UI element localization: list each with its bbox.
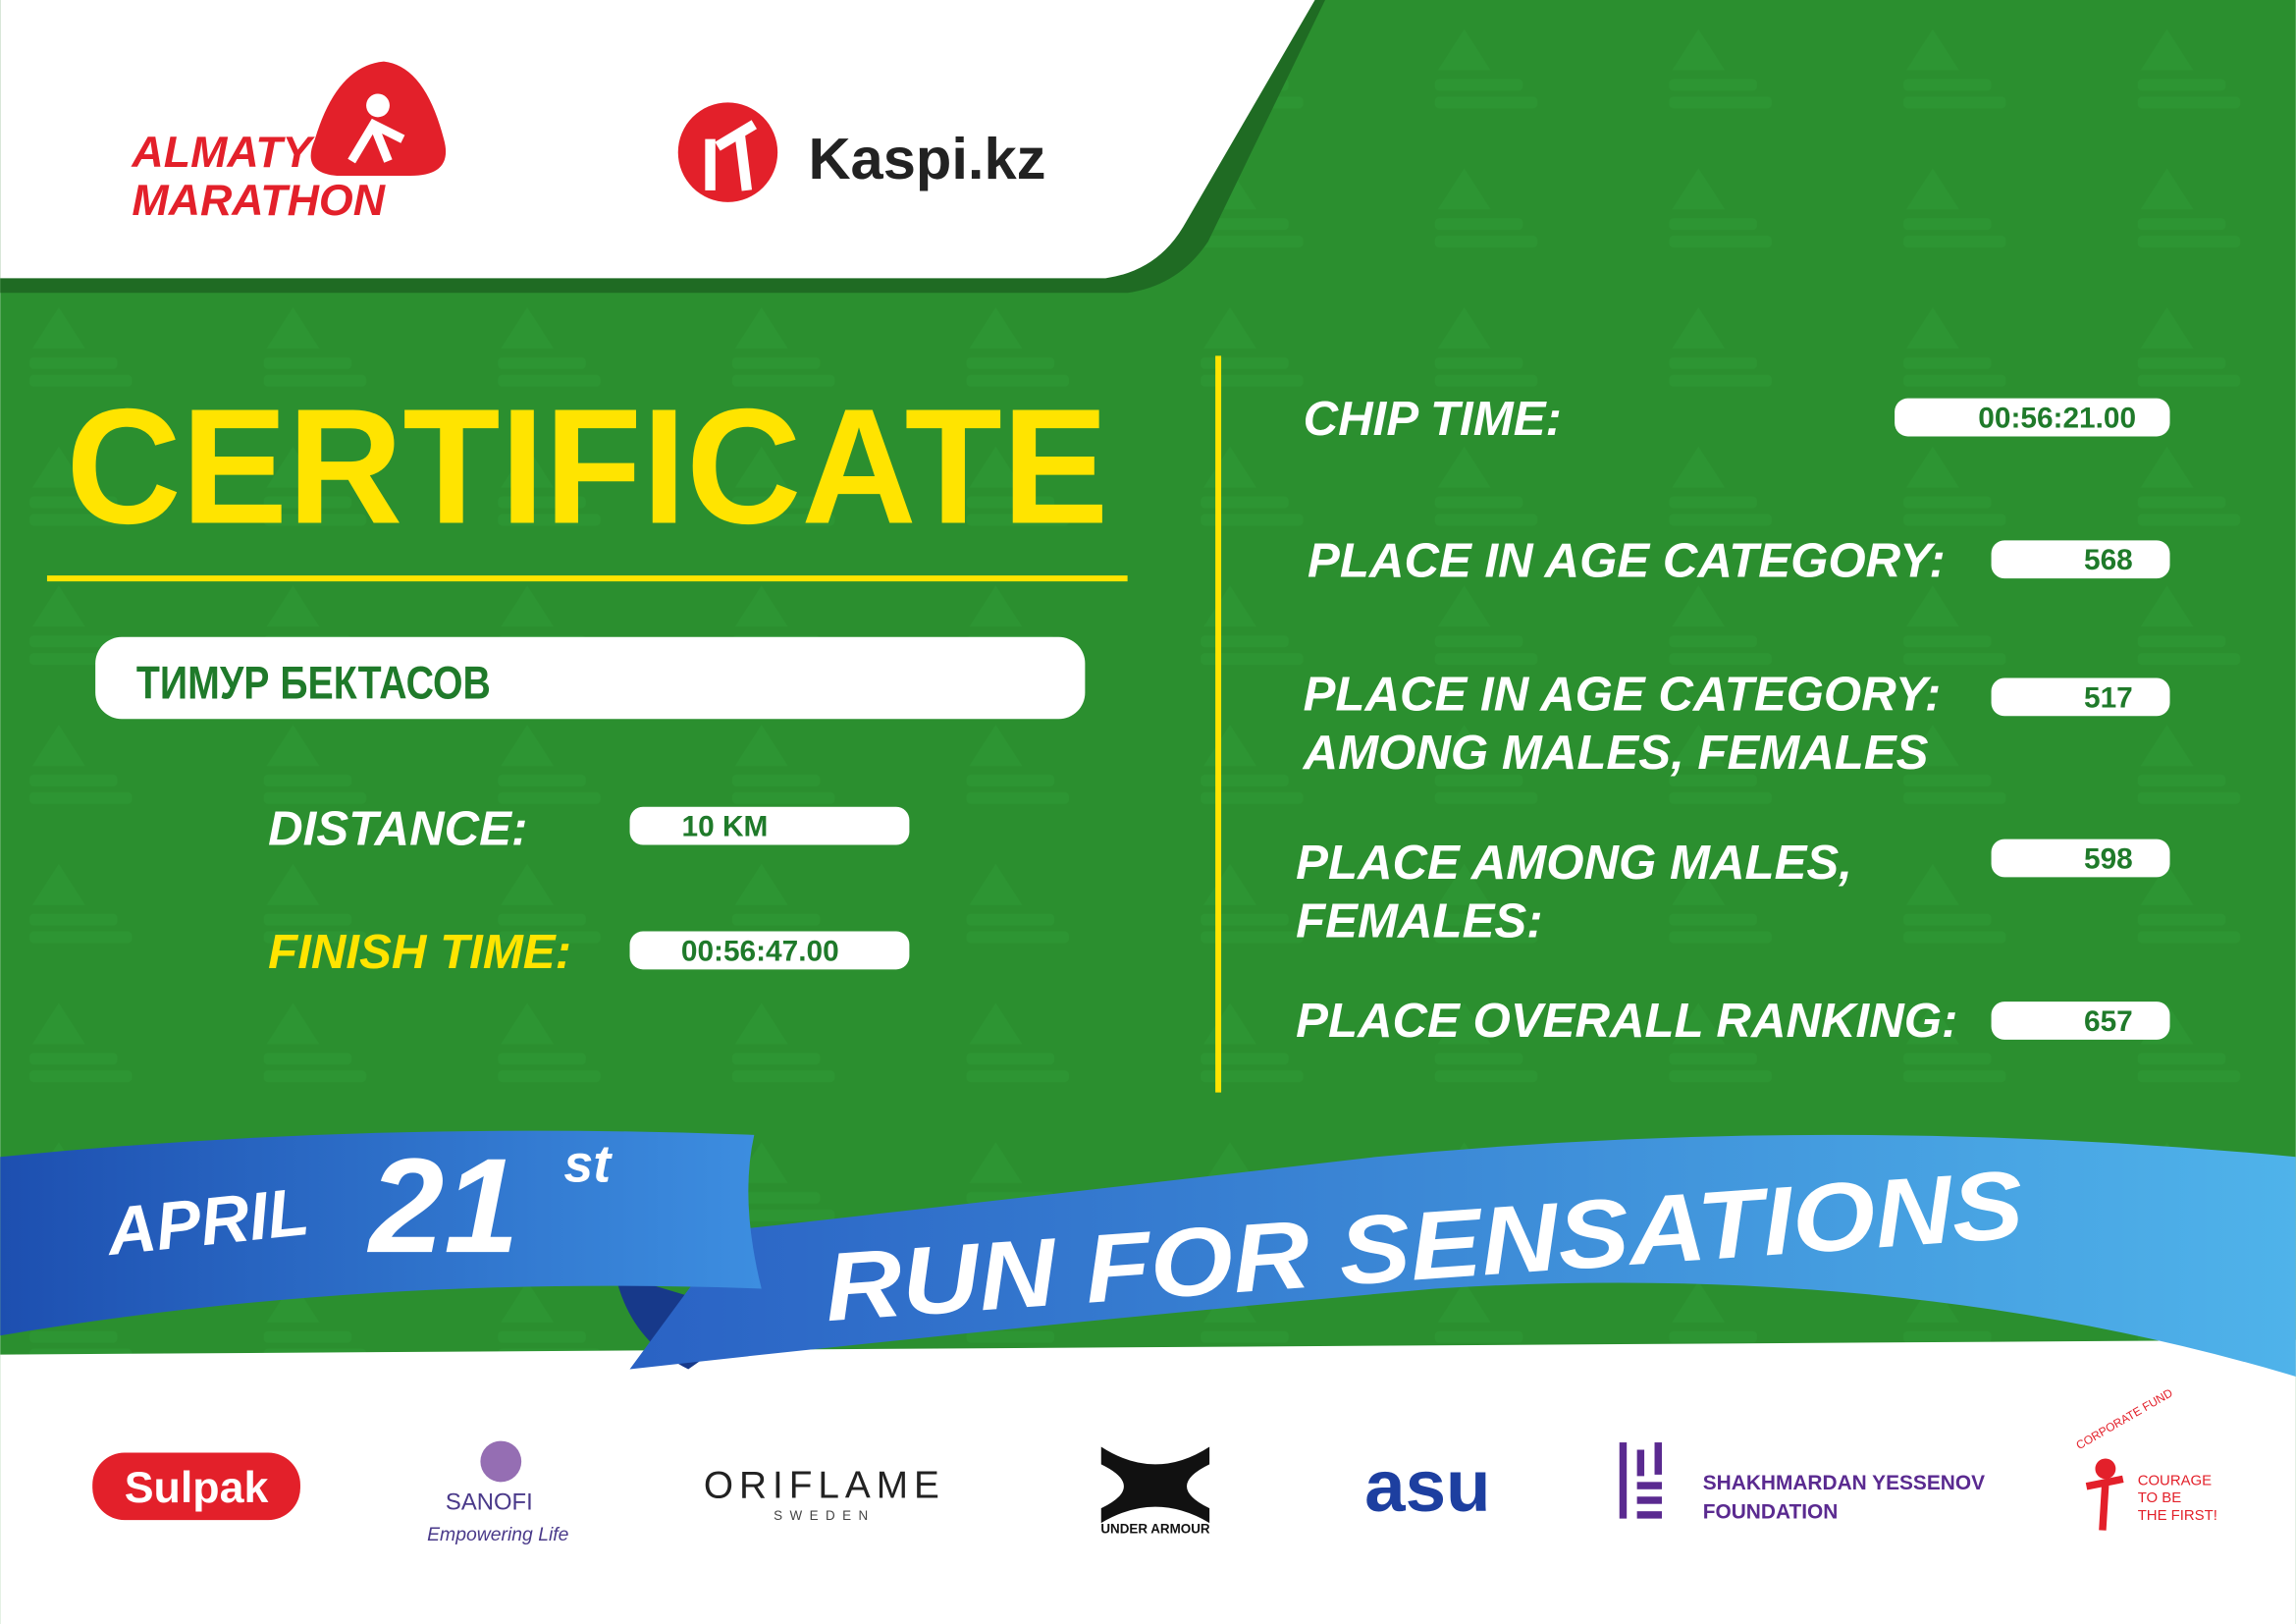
sponsor-name: THE FIRST! — [2138, 1508, 2217, 1524]
logo-runner — [366, 93, 390, 118]
participant-name: ТИМУР БЕКТАСОВ — [136, 657, 491, 709]
sponsor-name: TO BE — [2138, 1490, 2182, 1506]
field-value: 00:56:47.00 — [681, 935, 839, 967]
result-label: PLACE IN AGE CATEGORY: — [1308, 534, 1946, 588]
result-box — [1895, 398, 2170, 437]
ribbon — [0, 1130, 762, 1336]
result-value: 657 — [2084, 1005, 2133, 1038]
result-label: CHIP TIME: — [1304, 392, 1562, 446]
certificate-title: CERTIFICATE — [66, 375, 1108, 558]
sponsor-name: SHAKHMARDAN YESSENOV — [1703, 1472, 1985, 1494]
result-label: PLACE IN AGE CATEGORY: — [1304, 667, 1942, 721]
logo-text: ALMATY — [131, 128, 315, 177]
header-panel — [0, 0, 1315, 279]
sponsor-name: COURAGE — [2138, 1473, 2212, 1489]
sponsor-tagline: Empowering Life — [427, 1524, 569, 1545]
result-label: FEMALES: — [1296, 894, 1542, 948]
result-box — [1991, 1001, 2170, 1040]
banner-day: 21 — [366, 1131, 519, 1281]
sanofi-mark — [480, 1440, 522, 1483]
result-label: PLACE AMONG MALES, — [1296, 836, 1852, 890]
field-value: 10 KM — [682, 811, 769, 843]
banner-suffix: st — [563, 1135, 613, 1194]
kaspi-logo — [677, 102, 778, 202]
courage-mark — [2085, 1475, 2124, 1531]
logo-runner — [347, 118, 405, 164]
result-box — [1991, 540, 2170, 579]
kaspi-figures — [705, 120, 757, 191]
result-label: PLACE OVERALL RANKING: — [1296, 994, 1957, 1048]
result-label: AMONG MALES, FEMALES — [1302, 726, 1929, 780]
partner-name: Kaspi.kz — [808, 126, 1045, 191]
name-box — [95, 636, 1086, 720]
sponsor-name: FOUNDATION — [1703, 1501, 1839, 1524]
result-value: 00:56:21.00 — [1978, 402, 2136, 434]
courage-mark — [2095, 1458, 2116, 1480]
result-value: 517 — [2084, 681, 2133, 714]
sponsor-name: asu — [1364, 1444, 1490, 1527]
ribbon — [629, 1134, 2296, 1377]
result-box — [1991, 677, 2170, 717]
sponsor-tagline: SWEDEN — [774, 1508, 876, 1523]
field-label: DISTANCE: — [268, 802, 527, 856]
logo-text: MARATHON — [132, 176, 386, 225]
result-value: 598 — [2084, 842, 2133, 875]
sponsor-name: UNDER ARMOUR — [1100, 1522, 1210, 1537]
sponsor-name: Sulpak — [125, 1463, 269, 1512]
marathon-logo-mark — [310, 61, 447, 176]
field-box — [629, 931, 910, 970]
result-box — [1991, 839, 2170, 878]
field-box — [629, 806, 910, 845]
field-label: FINISH TIME: — [268, 925, 571, 979]
yessenov-mark — [1619, 1442, 1662, 1519]
sponsor-name: SANOFI — [446, 1489, 533, 1516]
sponsor-name: ORIFLAME — [704, 1465, 945, 1507]
result-value: 568 — [2084, 544, 2133, 576]
under-armour-mark — [1100, 1446, 1210, 1524]
sulpak-logo — [92, 1452, 300, 1521]
